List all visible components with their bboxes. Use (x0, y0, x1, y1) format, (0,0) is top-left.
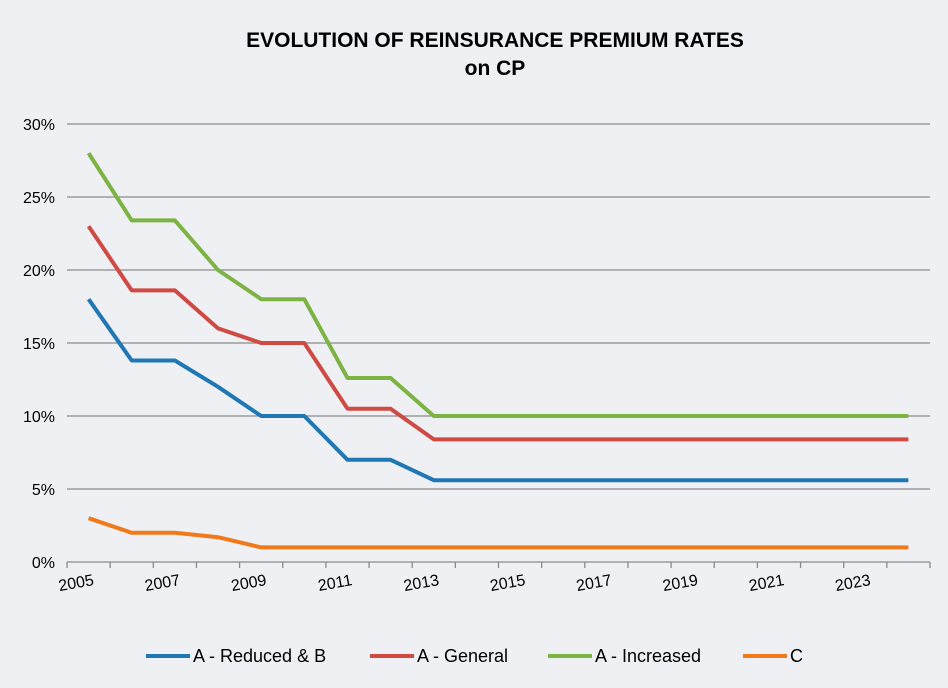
legend-label: A - General (417, 646, 508, 666)
chart-title: EVOLUTION OF REINSURANCE PREMIUM RATES (246, 29, 744, 52)
legend: A - Reduced & B A - General A - Increased C (146, 646, 803, 666)
y-tick-label: 0% (32, 555, 55, 572)
series-line (86, 225, 909, 442)
x-tick-label: 2013 (402, 572, 440, 595)
x-tick-label: 2023 (834, 572, 872, 595)
series-line (86, 152, 909, 418)
y-tick-label: 25% (23, 190, 55, 207)
x-tick-label: 2011 (317, 572, 354, 595)
grid-lines (67, 123, 930, 490)
x-tick-label: 2015 (489, 572, 527, 595)
legend-label: A - Increased (595, 646, 701, 666)
x-tick-label: 2007 (144, 572, 182, 595)
y-tick-label: 15% (23, 336, 55, 353)
legend-label: C (790, 646, 803, 666)
x-tick-labels: 2005 2007 2009 2011 2013 2015 2017 2019 2021 2023 (57, 572, 872, 595)
series-line (86, 298, 909, 483)
chart-subtitle: on CP (465, 57, 526, 80)
y-tick-label: 10% (23, 409, 55, 426)
legend-label: A - Reduced & B (193, 646, 326, 666)
y-tick-label: 5% (32, 482, 55, 499)
x-tick-label: 2009 (230, 572, 268, 595)
x-tick-label: 2017 (575, 572, 613, 595)
y-tick-label: 30% (23, 117, 55, 134)
series-lines (86, 152, 909, 550)
x-tick-label: 2019 (661, 572, 699, 595)
x-tick-label: 2005 (57, 572, 95, 595)
y-axis: 0% 5% 10% 15% 20% 25% 30% (23, 117, 55, 572)
y-tick-label: 20% (23, 263, 55, 280)
series-line (87, 516, 909, 550)
x-axis (66, 561, 931, 568)
x-tick-label: 2021 (748, 572, 786, 595)
